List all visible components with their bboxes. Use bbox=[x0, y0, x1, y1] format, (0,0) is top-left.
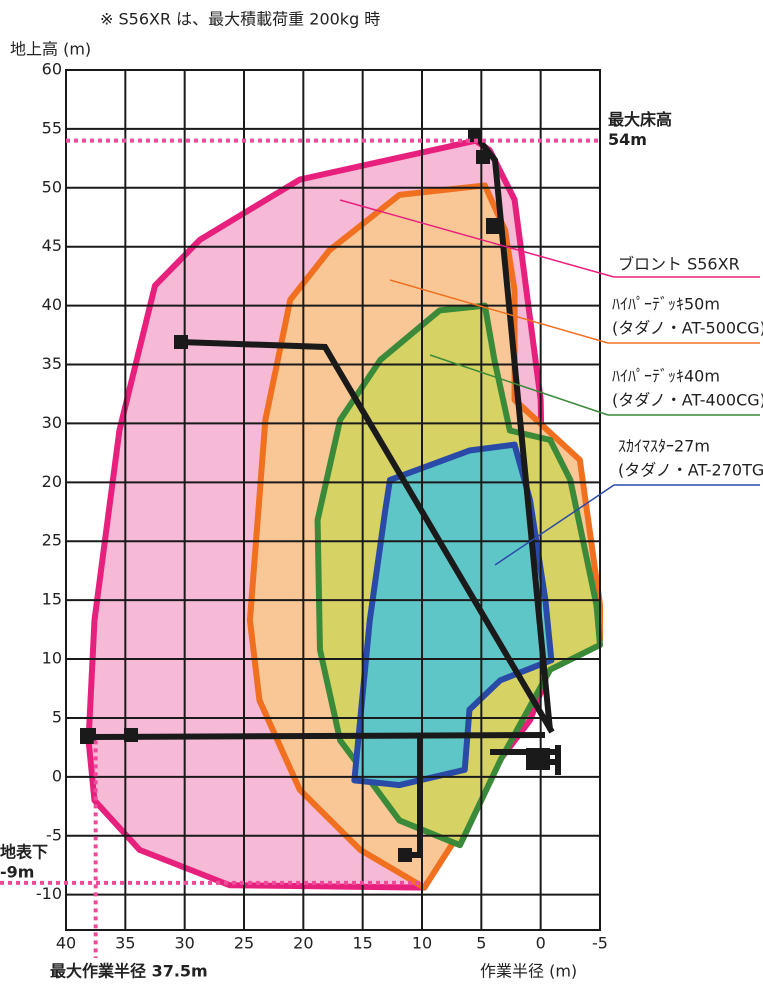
x-tick-label: -5 bbox=[592, 934, 608, 953]
annotations: ブロント S56XR ﾊｲﾊﾟｰﾃﾞｯｷ50m (タダノ・AT-500CG) ﾊｲﾊﾟ… bbox=[0, 110, 763, 981]
legend-label: ｽｶｲﾏｽﾀｰ27m bbox=[618, 437, 710, 456]
reference-label: 最大床高 bbox=[608, 110, 672, 129]
leader-line bbox=[429, 354, 609, 416]
y-tick-label: -5 bbox=[46, 825, 62, 844]
reference-label: 最大作業半径 37.5m bbox=[50, 962, 208, 981]
platform bbox=[124, 728, 138, 742]
legend-label: ﾊｲﾊﾟｰﾃﾞｯｷ50m bbox=[612, 295, 720, 314]
boom-line bbox=[87, 732, 546, 740]
platform bbox=[476, 150, 490, 164]
y-tick-label: 35 bbox=[42, 354, 62, 373]
platform bbox=[486, 218, 502, 234]
y-tick-label: 5 bbox=[52, 707, 62, 726]
y-tick-label: 25 bbox=[42, 531, 62, 550]
platform bbox=[398, 848, 412, 862]
x-tick-label: 0 bbox=[536, 934, 546, 953]
x-tick-label: 15 bbox=[352, 934, 372, 953]
boom-line bbox=[179, 339, 555, 734]
legend-model: (タダノ・AT-400CG) bbox=[612, 391, 763, 410]
leader-line bbox=[494, 484, 615, 566]
x-tick-label: 20 bbox=[293, 934, 313, 953]
y-tick-label: 30 bbox=[42, 413, 62, 432]
chart-title: ※ S56XR は、最大積載荷重 200kg 時 bbox=[100, 10, 380, 29]
y-tick-label: 45 bbox=[42, 236, 62, 255]
y-tick-label: 10 bbox=[42, 649, 62, 668]
reference-value: -9m bbox=[0, 862, 34, 881]
reference-label: 地表下 bbox=[0, 842, 48, 861]
legend-model: (タダノ・AT-500CG) bbox=[612, 319, 763, 338]
platform bbox=[174, 335, 188, 349]
y-tick-label: -10 bbox=[36, 884, 62, 903]
y-tick-label: 55 bbox=[42, 118, 62, 137]
x-tick-label: 10 bbox=[412, 934, 432, 953]
grid bbox=[65, 69, 601, 931]
platform bbox=[526, 748, 550, 770]
platform bbox=[468, 128, 482, 142]
x-axis-label: 作業半径 (m) bbox=[480, 962, 577, 981]
y-tick-label: 15 bbox=[42, 590, 62, 609]
platform-markers bbox=[80, 128, 550, 862]
legend-label: ﾊｲﾊﾟｰﾃﾞｯｷ40m bbox=[612, 367, 720, 386]
platform bbox=[80, 728, 96, 744]
y-tick-label: 0 bbox=[52, 766, 62, 785]
y-tick-label: 40 bbox=[42, 295, 62, 314]
legend-model: (タダノ・AT-270TG) bbox=[618, 461, 763, 480]
x-tick-label: 25 bbox=[234, 934, 254, 953]
y-axis-label: 地上高 (m) bbox=[10, 40, 91, 59]
x-tick-label: 5 bbox=[476, 934, 486, 953]
envelopes bbox=[85, 137, 603, 891]
y-tick-label: 50 bbox=[42, 177, 62, 196]
leader-line bbox=[389, 279, 609, 344]
x-tick-label: 35 bbox=[115, 934, 135, 953]
reference-value: 54m bbox=[608, 130, 647, 149]
x-tick-label: 30 bbox=[174, 934, 194, 953]
legend-label: ブロント S56XR bbox=[618, 255, 740, 274]
leader-line bbox=[339, 199, 615, 278]
x-tick-label: 40 bbox=[56, 934, 76, 953]
y-tick-label: 60 bbox=[42, 60, 62, 79]
y-tick-label: 20 bbox=[42, 472, 62, 491]
